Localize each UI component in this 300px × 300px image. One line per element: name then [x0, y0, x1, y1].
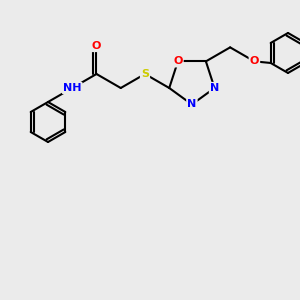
Text: O: O [173, 56, 183, 66]
Text: N: N [187, 100, 196, 110]
Text: O: O [250, 56, 259, 66]
Text: S: S [141, 69, 149, 79]
Text: N: N [210, 83, 219, 93]
Text: NH: NH [63, 83, 82, 93]
Text: O: O [92, 41, 101, 51]
